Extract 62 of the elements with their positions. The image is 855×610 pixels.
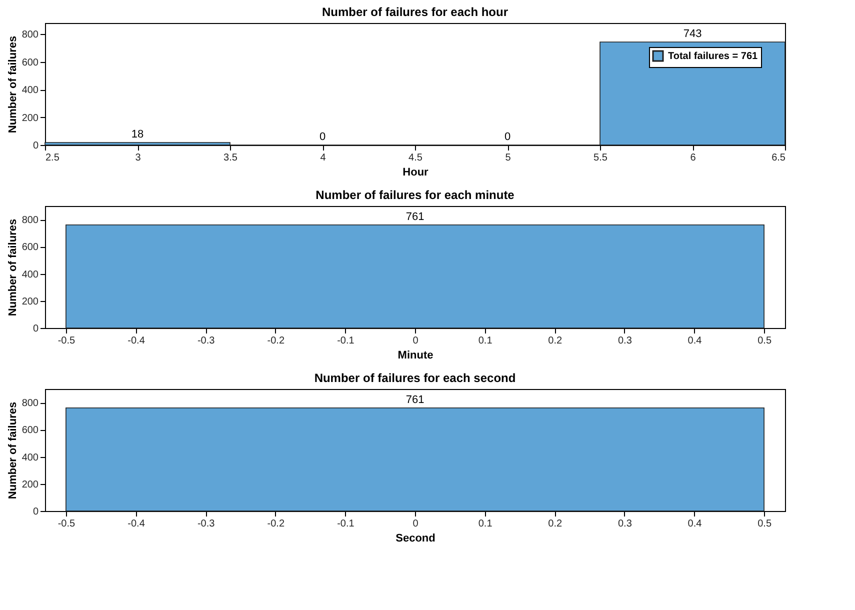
- x-tick-label: 2.5: [46, 152, 60, 164]
- y-tick-label: 400: [22, 85, 39, 96]
- y-tick-label: 600: [22, 242, 39, 254]
- y-axis-title: Number of failures: [6, 218, 19, 316]
- x-tick-label: -0.3: [197, 518, 216, 530]
- x-axis-title: Hour: [402, 166, 430, 178]
- y-tick-label: 200: [22, 112, 39, 124]
- x-tick-label: 0.3: [618, 518, 632, 530]
- x-tick-label: 4.5: [408, 152, 423, 164]
- x-tick-label: 6.5: [772, 152, 786, 164]
- x-axis-title: Second: [396, 532, 436, 544]
- x-tick-label: -0.4: [128, 336, 146, 346]
- x-axis-title: Minute: [398, 350, 434, 362]
- y-tick-label: 800: [22, 215, 39, 226]
- x-tick-label: 0: [412, 518, 419, 530]
- x-tick-label: -0.4: [128, 518, 146, 530]
- x-tick-label: 0.1: [478, 518, 493, 530]
- data-label: 0: [319, 131, 326, 143]
- x-tick-label: -0.1: [337, 518, 355, 530]
- x-tick-label: 0.2: [548, 518, 563, 530]
- x-tick-label: -0.3: [197, 336, 216, 346]
- chart-title: Number of failures for each second: [314, 371, 516, 385]
- y-tick-label: 600: [22, 57, 39, 68]
- y-axis-title: Number of failures: [6, 402, 19, 500]
- y-tick-label: 0: [32, 140, 39, 152]
- x-tick-label: 4: [320, 152, 326, 164]
- data-label: 761: [406, 210, 424, 223]
- y-axis-title: Number of failures: [6, 36, 19, 134]
- legend-label: Total failures = 761: [668, 51, 758, 62]
- x-tick-label: 0.5: [758, 336, 772, 346]
- x-tick-label: -0.2: [267, 518, 285, 530]
- y-tick-label: 0: [32, 324, 39, 334]
- y-tick-label: 400: [22, 269, 39, 280]
- y-tick-label: 400: [22, 452, 39, 464]
- x-tick-label: 3.5: [224, 152, 238, 164]
- y-tick-label: 600: [22, 425, 39, 436]
- x-tick-label: 0: [412, 336, 419, 346]
- data-label: 761: [406, 394, 424, 406]
- x-tick-label: 0.2: [548, 336, 563, 346]
- x-tick-label: -0.1: [337, 336, 355, 346]
- x-tick-label: 0.4: [688, 518, 702, 530]
- x-tick-label: 5: [505, 152, 512, 164]
- data-label: 743: [683, 28, 702, 40]
- data-label: 18: [131, 128, 144, 141]
- chart-title: Number of failures for each minute: [316, 188, 515, 202]
- x-tick-label: -0.5: [58, 336, 76, 346]
- chart-title: Number of failures for each hour: [322, 5, 508, 19]
- x-tick-label: 5.5: [594, 152, 608, 164]
- x-tick-label: 0.1: [478, 336, 493, 346]
- x-tick-label: -0.2: [267, 336, 285, 346]
- y-tick-label: 0: [32, 506, 39, 518]
- y-tick-label: 200: [22, 296, 39, 308]
- x-tick-label: 6: [690, 152, 696, 164]
- x-tick-label: 3: [135, 152, 142, 164]
- x-tick-label: 0.3: [618, 336, 632, 346]
- y-tick-label: 800: [22, 398, 39, 410]
- x-tick-label: 0.5: [758, 518, 772, 530]
- y-tick-label: 200: [22, 479, 39, 490]
- x-tick-label: -0.5: [58, 518, 76, 530]
- data-label: 0: [504, 131, 511, 143]
- x-tick-label: 0.4: [688, 336, 702, 346]
- y-tick-label: 800: [22, 30, 39, 41]
